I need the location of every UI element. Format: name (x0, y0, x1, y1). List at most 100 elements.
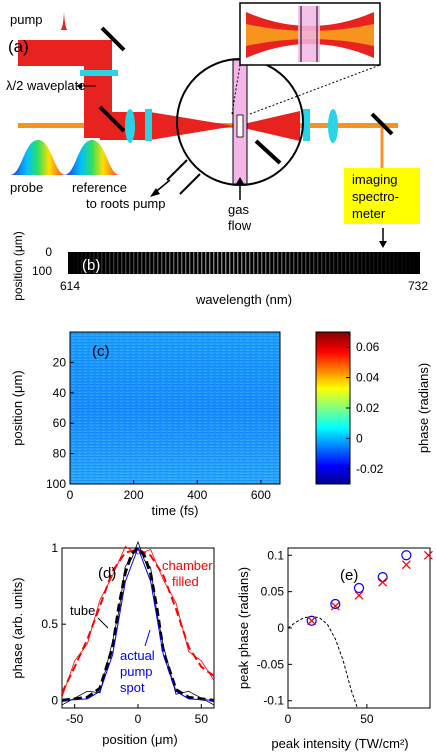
panel-e-ylabel: peak phase (radians) (236, 567, 251, 689)
model-curve (287, 615, 358, 709)
scatter-point-circle (401, 550, 412, 561)
panel-a-schematic: (a) pump λ/2 waveplate probe reference t… (6, 2, 420, 248)
scatter-point-x (378, 577, 388, 587)
colorbar (315, 331, 351, 485)
annotation-tube: tube (70, 603, 95, 618)
heatmap-x-tick-label: 0 (67, 488, 74, 502)
scatter-y-tick-label: -0.1 (263, 694, 284, 708)
heatmap-y-tick-label: 20 (53, 355, 67, 369)
line-series-raw-chamber-filled (61, 545, 215, 698)
line-y-tick-label: 0.5 (41, 617, 58, 631)
mirror-icon (100, 26, 126, 52)
scatter-point-circle (377, 571, 388, 583)
scatter-point-circle (353, 582, 365, 594)
spectrometer-label: imaging (352, 172, 398, 187)
pump-label: pump (10, 12, 43, 27)
scatter-y-tick-label: -0.05 (257, 657, 285, 671)
line-series-actual-pump-spot (61, 546, 215, 701)
panel-b-xtick: 614 (60, 279, 80, 293)
line-y-tick-label: 1 (51, 541, 58, 555)
scatter-x-tick-label: 0 (285, 712, 292, 726)
panel-b-xtick: 732 (408, 279, 428, 293)
scatter-y-tick-label: 0.05 (261, 585, 285, 599)
pump-beam (18, 40, 92, 66)
colorbar-tick-label: 0 (356, 431, 363, 445)
line-x-tick-label: 50 (195, 712, 209, 726)
panel-a-label: (a) (8, 37, 29, 56)
mirror-icon (254, 139, 282, 165)
lens-icon (125, 109, 135, 143)
probe-spectrum-icon (10, 140, 66, 175)
annotation-chamber-filled: chamber (162, 558, 213, 573)
panel-d-xlabel: position (μm) (102, 732, 177, 747)
gas-flow-label: flow (228, 218, 252, 233)
spectrometer-label: spectro- (352, 189, 399, 204)
scatter-x-tick-label: 50 (360, 712, 374, 726)
line-x-tick-label: -50 (66, 712, 84, 726)
annotation-actual-pump-spot: actual (120, 648, 155, 663)
panel-b-fringe-image: (b) 0 100 614 732 wavelength (nm) positi… (11, 231, 428, 307)
annotation-actual-pump-spot: spot (120, 680, 145, 695)
panel-e-label: (e) (340, 567, 358, 584)
heatmap-y-tick-label: 80 (53, 447, 67, 461)
panel-b-xlabel: wavelength (nm) (195, 292, 292, 307)
reference-label: reference (72, 180, 127, 195)
heatmap-y-tick-label: 40 (53, 386, 67, 400)
lens-icon (328, 109, 338, 143)
waveplate-icon (80, 70, 118, 76)
probe-label: probe (10, 180, 43, 195)
scatter-point-circle (330, 598, 341, 610)
scatter-point-x (330, 601, 340, 611)
scatter-point-x (423, 550, 433, 560)
roots-pump-label: to roots pump (86, 196, 166, 211)
heatmap-x-tick-label: 600 (251, 488, 271, 502)
panel-e-scatter-chart: 0 50 0.1 0.05 0 -0.05 -0.1 (e) peak intensity … (236, 547, 433, 751)
line-x-tick-label: 0 (135, 712, 142, 726)
pump-pulse-icon (60, 12, 68, 30)
line-y-tick-label: 0 (51, 693, 58, 707)
heatmap-y-tick-label: 60 (53, 416, 67, 430)
heatmap-y-tick-label: 100 (46, 477, 66, 491)
panel-c-label: (c) (92, 343, 110, 360)
scatter-y-tick-label: 0 (277, 621, 284, 635)
scatter-point-x (307, 616, 317, 626)
spectrometer-label: meter (352, 206, 386, 221)
annotation-actual-pump-spot: pump (120, 664, 153, 679)
heatmap-x-tick-label: 400 (187, 488, 207, 502)
panel-b-ytick: 100 (32, 264, 52, 278)
waveplate-label: λ/2 waveplate (6, 78, 86, 93)
gas-flow-label: gas (228, 202, 249, 217)
panel-b-ytick: 0 (45, 245, 52, 259)
heatmap-x-tick-label: 200 (124, 488, 144, 502)
panel-e-frame (287, 547, 431, 709)
mirror-icon (370, 112, 394, 136)
panel-e-xlabel: peak intensity (TW/cm²) (271, 736, 408, 751)
panel-c-ylabel: position (μm) (10, 370, 25, 445)
panel-d-ylabel: phase (arb. units) (10, 577, 25, 678)
colorbar-tick-label: 0.04 (356, 371, 380, 385)
lens-icon (145, 109, 152, 141)
annotation-chamber-filled: filled (172, 574, 199, 589)
scatter-point-circle (306, 615, 317, 626)
panel-c-xlabel: time (fs) (152, 503, 199, 518)
scatter-point-x (354, 590, 364, 600)
colorbar-tick-label: 0.06 (356, 340, 380, 354)
panel-b-label: (b) (82, 257, 100, 274)
colorbar-tick-label: 0.02 (356, 401, 380, 415)
heatmap-streaks (70, 332, 280, 484)
heatmap-phase-peak (0, 0, 17, 46)
scatter-point-x (401, 560, 411, 570)
heatmap-frame (69, 331, 281, 485)
panel-c-heatmap: 0 200 400 600 20 40 60 80 100 (c) time (fs) posi… (0, 0, 431, 518)
scatter-y-tick-label: 0.1 (267, 548, 284, 562)
panel-d-label: (d) (98, 565, 116, 582)
colorbar-label: phase (radians) (416, 363, 431, 453)
reference-spectrum-icon (64, 140, 120, 175)
imaging-spectrometer (344, 168, 420, 224)
fringe-pattern (68, 252, 420, 274)
line-series-chamber-filled (61, 548, 215, 694)
colorbar-tick-label: -0.02 (356, 462, 384, 476)
mirror-icon (98, 105, 126, 133)
lens-icon (303, 109, 310, 141)
